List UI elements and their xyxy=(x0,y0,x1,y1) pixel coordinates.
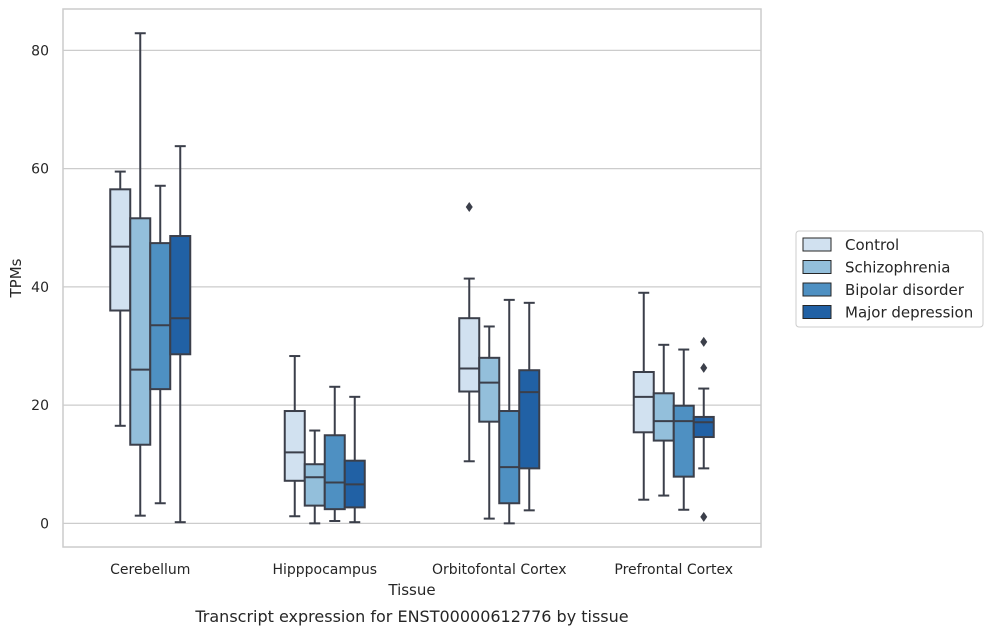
box-2-3 xyxy=(518,301,541,512)
legend-frame xyxy=(795,230,984,328)
box-iqr xyxy=(149,242,172,391)
box-iqr xyxy=(283,410,306,482)
box-2-1 xyxy=(478,325,501,520)
legend: Control Schizophrenia Bipolar disorder Majo… xyxy=(795,230,984,328)
legend-label: Control xyxy=(845,236,899,254)
legend-swatch xyxy=(802,260,832,274)
outlier-point xyxy=(465,202,473,213)
box-0-0 xyxy=(109,170,132,427)
box-iqr xyxy=(458,317,481,393)
legend-label: Bipolar disorder xyxy=(845,281,965,299)
x-axis-ticks: Cerebellum Hipppocampus Orbitofontal Corte… xyxy=(110,562,733,578)
legend-swatch xyxy=(802,305,832,319)
box-iqr xyxy=(672,404,695,478)
box-iqr xyxy=(692,415,715,439)
legend-swatch xyxy=(802,237,832,252)
y-tick-label: 60 xyxy=(31,162,49,178)
box-iqr xyxy=(169,235,192,356)
box-iqr xyxy=(323,434,346,511)
y-tick-label: 0 xyxy=(40,516,49,532)
y-tick-label: 20 xyxy=(31,398,49,414)
y-tick-label: 80 xyxy=(31,43,49,59)
box-iqr xyxy=(109,188,132,312)
outlier-point xyxy=(700,336,708,347)
box-1-2 xyxy=(323,385,346,522)
box-iqr xyxy=(498,410,521,505)
x-tick-label: Orbitofontal Cortex xyxy=(432,562,567,578)
y-tick-label: 40 xyxy=(31,280,49,296)
box-1-3 xyxy=(343,395,366,524)
box-3-0 xyxy=(632,291,655,501)
box-3-2 xyxy=(672,348,695,511)
box-0-2 xyxy=(149,184,172,505)
legend-label: Major depression xyxy=(845,304,973,322)
box-0-1 xyxy=(129,32,152,517)
y-axis-title: TPMs xyxy=(7,258,25,298)
box-3-3 xyxy=(692,336,715,522)
box-iqr xyxy=(129,217,152,446)
x-tick-label: Prefrontal Cortex xyxy=(614,562,733,578)
chart-caption: Transcript expression for ENST0000061277… xyxy=(194,607,628,626)
legend-label: Schizophrenia xyxy=(845,259,950,277)
box-iqr xyxy=(632,371,655,434)
box-3-1 xyxy=(652,343,675,497)
y-axis-ticks: 0 20 40 60 80 xyxy=(31,43,49,532)
box-2-2 xyxy=(498,298,521,525)
outlier-point xyxy=(700,511,708,522)
boxes xyxy=(109,32,715,525)
box-2-0 xyxy=(458,202,481,463)
box-iqr xyxy=(652,392,675,442)
box-1-1 xyxy=(303,429,326,525)
box-1-0 xyxy=(283,355,306,518)
x-tick-label: Cerebellum xyxy=(110,562,190,578)
box-iqr xyxy=(303,463,326,507)
x-axis-title: Tissue xyxy=(387,581,435,599)
box-iqr xyxy=(478,356,501,423)
box-0-3 xyxy=(169,145,192,524)
plot-frame xyxy=(62,8,762,548)
outlier-point xyxy=(700,362,708,373)
box-iqr xyxy=(518,369,541,470)
x-tick-label: Hipppocampus xyxy=(272,562,377,578)
legend-swatch xyxy=(802,282,832,297)
